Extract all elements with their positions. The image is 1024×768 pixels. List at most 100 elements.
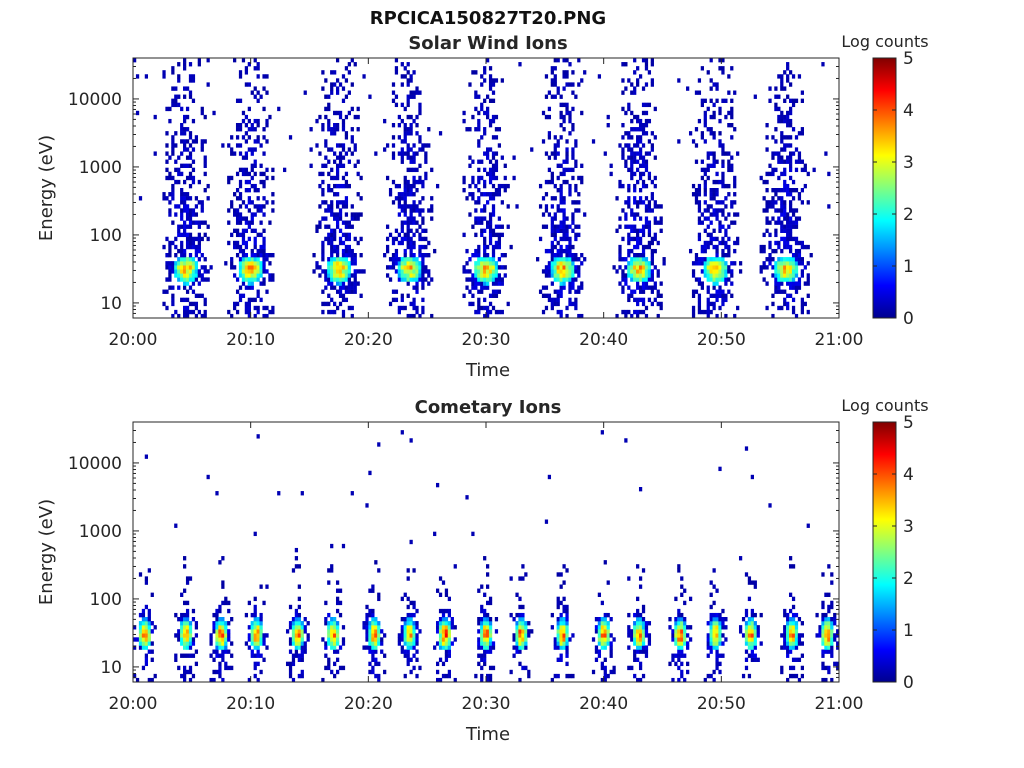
heatmap-cell bbox=[188, 90, 193, 95]
heatmap-cell bbox=[330, 645, 334, 650]
heatmap-cell bbox=[756, 633, 760, 638]
heatmap-cell bbox=[409, 539, 413, 545]
heatmap-cell bbox=[724, 204, 728, 209]
heatmap-cell bbox=[715, 188, 719, 193]
heatmap-cell bbox=[233, 228, 237, 233]
heatmap-cell bbox=[559, 220, 563, 225]
heatmap-cell bbox=[241, 155, 246, 160]
heatmap-cell bbox=[344, 94, 349, 99]
heatmap-cell bbox=[138, 641, 143, 646]
heatmap-cell bbox=[574, 257, 578, 262]
heatmap-cell bbox=[706, 637, 710, 642]
heatmap-cell bbox=[247, 301, 251, 307]
heatmap-cell bbox=[480, 228, 484, 233]
heatmap-cell bbox=[359, 175, 363, 181]
solar-wind-colorbar bbox=[872, 57, 897, 319]
heatmap-cell bbox=[753, 645, 757, 650]
heatmap-cell bbox=[774, 139, 778, 144]
heatmap-cell bbox=[488, 633, 493, 638]
heatmap-cell bbox=[327, 183, 331, 189]
heatmap-cell bbox=[291, 568, 296, 573]
heatmap-cell bbox=[335, 649, 340, 654]
heatmap-cell bbox=[253, 641, 257, 646]
heatmap-cell bbox=[462, 110, 466, 116]
heatmap-cell bbox=[824, 625, 828, 630]
heatmap-cell bbox=[583, 257, 587, 262]
heatmap-cell bbox=[300, 491, 304, 496]
heatmap-cell bbox=[715, 641, 719, 646]
heatmap-cell bbox=[703, 114, 707, 120]
heatmap-cell bbox=[247, 220, 251, 225]
heatmap-cell bbox=[250, 637, 254, 642]
heatmap-cell bbox=[509, 244, 513, 250]
heatmap-cell bbox=[553, 273, 557, 278]
heatmap-cell bbox=[188, 637, 193, 642]
heatmap-cell bbox=[659, 220, 663, 225]
heatmap-cell bbox=[777, 244, 781, 250]
heatmap-cell bbox=[409, 621, 413, 626]
heatmap-cell bbox=[335, 637, 340, 642]
heatmap-cell bbox=[380, 637, 384, 642]
heatmap-cell bbox=[338, 265, 343, 270]
heatmap-cell bbox=[165, 159, 169, 164]
heatmap-cell bbox=[244, 139, 249, 144]
heatmap-cell bbox=[341, 204, 346, 209]
heatmap-cell bbox=[715, 657, 719, 662]
heatmap-cell bbox=[568, 285, 572, 290]
heatmap-cell bbox=[327, 147, 331, 152]
heatmap-cell bbox=[706, 265, 710, 270]
heatmap-cell bbox=[750, 657, 754, 662]
heatmap-cell bbox=[650, 261, 654, 266]
heatmap-cell bbox=[394, 58, 399, 63]
heatmap-cell bbox=[183, 625, 187, 630]
heatmap-cell bbox=[409, 629, 413, 634]
heatmap-cell bbox=[330, 204, 334, 209]
heatmap-cell bbox=[650, 196, 654, 201]
heatmap-cell bbox=[609, 171, 613, 177]
heatmap-cell bbox=[556, 293, 560, 298]
heatmap-cell bbox=[388, 301, 393, 307]
heatmap-cell bbox=[488, 212, 493, 217]
heatmap-cell bbox=[165, 289, 169, 294]
heatmap-cell bbox=[168, 106, 172, 112]
heatmap-cell bbox=[247, 236, 251, 242]
heatmap-cell bbox=[250, 269, 254, 274]
heatmap-cell bbox=[374, 637, 378, 642]
heatmap-cell bbox=[688, 596, 693, 602]
heatmap-cell bbox=[636, 617, 640, 622]
heatmap-cell bbox=[794, 629, 799, 634]
heatmap-cell bbox=[780, 281, 784, 286]
heatmap-cell bbox=[244, 228, 249, 233]
heatmap-cell bbox=[671, 629, 675, 634]
heatmap-cell bbox=[547, 114, 552, 120]
heatmap-cell bbox=[477, 123, 481, 128]
heatmap-cell bbox=[562, 127, 566, 132]
heatmap-cell bbox=[630, 147, 634, 152]
heatmap-cell bbox=[491, 248, 496, 254]
heatmap-cell bbox=[833, 637, 837, 642]
heatmap-cell bbox=[765, 265, 769, 270]
heatmap-cell bbox=[197, 273, 201, 278]
heatmap-cell bbox=[183, 220, 187, 225]
heatmap-cell bbox=[571, 175, 575, 181]
heatmap-cell bbox=[335, 633, 340, 638]
heatmap-cell bbox=[406, 127, 410, 132]
heatmap-cell bbox=[244, 301, 249, 307]
heatmap-cell bbox=[183, 588, 187, 593]
heatmap-cell bbox=[727, 253, 731, 258]
heatmap-cell bbox=[253, 269, 257, 274]
heatmap-cell bbox=[327, 665, 331, 671]
heatmap-cell bbox=[406, 78, 410, 83]
heatmap-cell bbox=[603, 677, 607, 683]
heatmap-cell bbox=[480, 261, 484, 266]
heatmap-cell bbox=[312, 253, 316, 258]
heatmap-cell bbox=[327, 232, 331, 238]
heatmap-cell bbox=[630, 155, 634, 160]
heatmap-cell bbox=[788, 621, 793, 626]
heatmap-cell bbox=[491, 305, 496, 311]
heatmap-cell bbox=[771, 257, 775, 262]
heatmap-cell bbox=[135, 677, 140, 683]
heatmap-cell bbox=[718, 637, 722, 642]
heatmap-cell bbox=[200, 139, 204, 144]
heatmap-cell bbox=[265, 584, 269, 589]
